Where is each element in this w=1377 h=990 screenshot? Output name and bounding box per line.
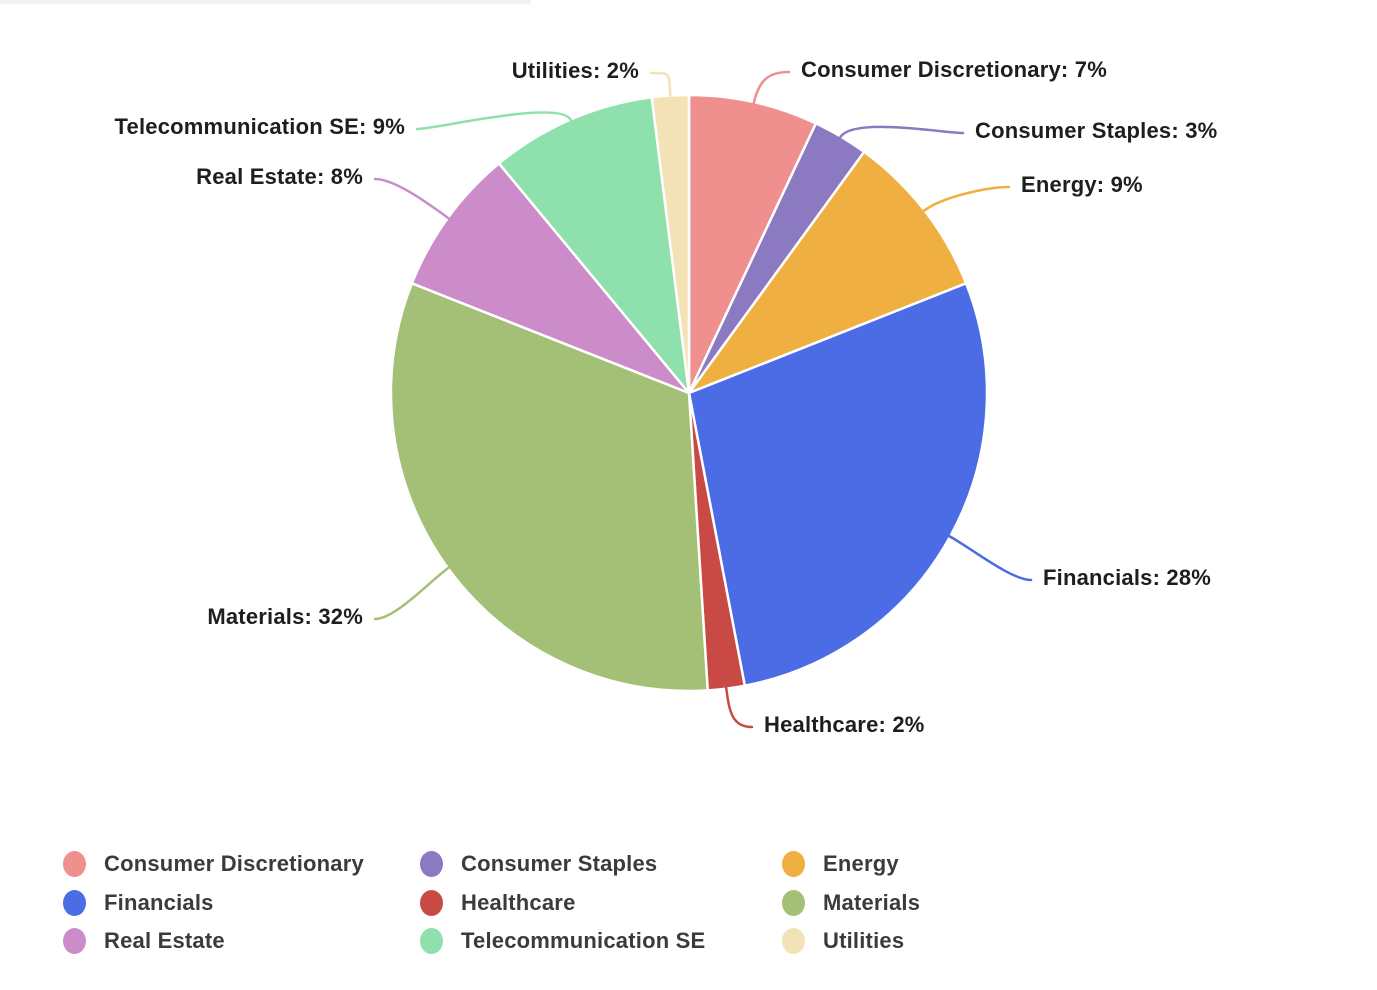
legend-swatch-financials	[63, 889, 86, 916]
slice-callout-real-estate: Real Estate: 8%	[196, 164, 363, 189]
slice-callout-telecommunication-se: Telecommunication SE: 9%	[114, 114, 405, 139]
legend-label-telecommunication-se: Telecommunication SE	[461, 928, 706, 954]
legend-label-materials: Materials	[823, 889, 921, 915]
slice-callout-healthcare: Healthcare: 2%	[764, 712, 925, 737]
leader-line-consumer-staples	[838, 125, 965, 139]
legend-item-utilities[interactable]: Utilities	[782, 922, 920, 961]
slice-callout-materials: Materials: 32%	[207, 604, 363, 629]
top-edge-strip	[0, 0, 531, 4]
legend-swatch-materials	[782, 889, 805, 916]
legend-label-consumer-staples: Consumer Staples	[461, 851, 658, 877]
legend-label-utilities: Utilities	[823, 928, 905, 954]
legend-label-real-estate: Real Estate	[104, 928, 225, 954]
legend-swatch-healthcare	[420, 889, 443, 916]
legend-item-telecommunication-se[interactable]: Telecommunication SE	[420, 922, 782, 961]
legend-swatch-telecommunication-se	[420, 928, 443, 955]
leader-line-energy	[922, 185, 1011, 213]
legend-label-energy: Energy	[823, 851, 899, 877]
leader-line-materials	[373, 566, 450, 621]
legend-label-financials: Financials	[104, 889, 214, 915]
leader-line-consumer-discretionary	[752, 70, 791, 105]
legend-item-financials[interactable]: Financials	[63, 884, 420, 923]
legend-item-consumer-staples[interactable]: Consumer Staples	[420, 845, 782, 884]
leader-line-telecommunication-se	[415, 111, 573, 131]
legend-swatch-energy	[782, 851, 805, 878]
legend-swatch-real-estate	[63, 928, 86, 955]
leader-line-real-estate	[373, 177, 450, 220]
slice-callout-consumer-discretionary: Consumer Discretionary: 7%	[801, 57, 1107, 82]
legend-item-healthcare[interactable]: Healthcare	[420, 884, 782, 923]
slice-callout-financials: Financials: 28%	[1043, 565, 1212, 590]
legend-swatch-consumer-staples	[420, 851, 443, 878]
slice-callout-energy: Energy: 9%	[1021, 172, 1143, 197]
slice-callout-consumer-staples: Consumer Staples: 3%	[975, 118, 1218, 143]
leader-line-healthcare	[724, 686, 754, 729]
slice-callout-utilities: Utilities: 2%	[511, 58, 639, 83]
legend-item-materials[interactable]: Materials	[782, 884, 920, 923]
legend-item-real-estate[interactable]: Real Estate	[63, 922, 420, 961]
legend-item-consumer-discretionary[interactable]: Consumer Discretionary	[63, 845, 420, 884]
legend-swatch-consumer-discretionary	[63, 851, 86, 878]
legend-label-consumer-discretionary: Consumer Discretionary	[104, 851, 364, 877]
leader-line-financials	[948, 534, 1033, 582]
legend-item-energy[interactable]: Energy	[782, 845, 920, 884]
legend-swatch-utilities	[782, 928, 805, 955]
legend-label-healthcare: Healthcare	[461, 889, 576, 915]
leader-line-utilities	[649, 71, 672, 98]
chart-legend: Consumer Discretionary Consumer Staples En…	[63, 845, 920, 961]
